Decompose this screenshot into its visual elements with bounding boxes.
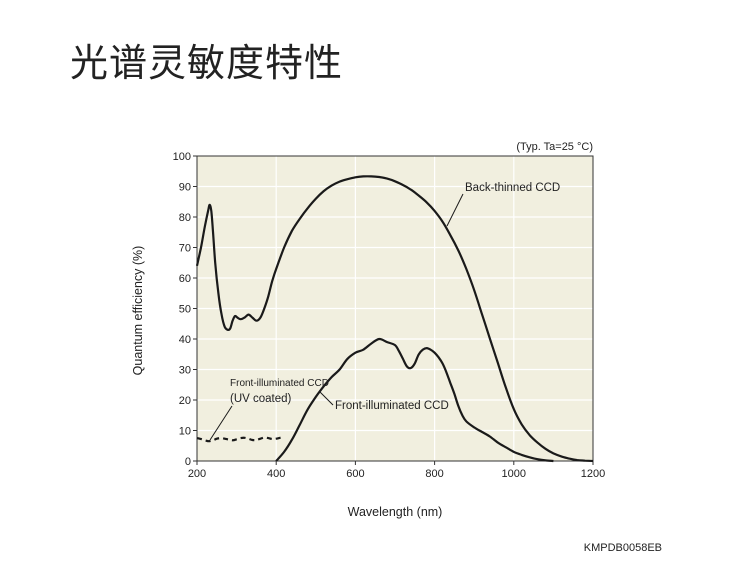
y-tick-label: 40	[179, 334, 191, 346]
tick-labels: 200 400 600 800 1000 1200 0 10 20 30 40 50 60 70 80 90 1…	[173, 151, 606, 480]
axes	[193, 155, 594, 465]
y-tick-label: 60	[179, 273, 191, 285]
page-title: 光谱灵敏度特性	[70, 41, 344, 85]
leader-back-thinned	[446, 193, 464, 227]
leader-front-illuminated	[319, 391, 334, 406]
y-tick-label: 90	[179, 182, 191, 194]
x-axis-label: Wavelength (nm)	[348, 505, 443, 519]
label-uv-coated-line2: (UV coated)	[230, 393, 292, 405]
y-tick-label: 80	[179, 212, 191, 224]
leader-uv-coated	[209, 405, 233, 441]
x-tick-label: 1200	[581, 468, 605, 480]
x-tick-label: 800	[425, 468, 443, 480]
y-axis-label: Quantum efficiency (%)	[131, 246, 145, 376]
x-tick-label: 200	[188, 468, 206, 480]
series-labels: Back-thinned CCD Front-illuminated CCD Fro…	[209, 182, 560, 441]
y-tick-label: 10	[179, 426, 191, 438]
label-front-illuminated-ccd: Front-illuminated CCD	[335, 400, 449, 412]
label-back-thinned-ccd: Back-thinned CCD	[465, 182, 560, 194]
series-line-front-illuminated-uv-coated	[196, 436, 285, 443]
x-tick-label: 400	[267, 468, 285, 480]
grid-lines	[197, 156, 593, 461]
y-tick-label: 70	[179, 243, 191, 255]
series-lines	[195, 175, 594, 463]
y-tick-label: 20	[179, 395, 191, 407]
conditions-annotation: (Typ. Ta=25 °C)	[516, 141, 593, 153]
y-tick-label: 50	[179, 304, 191, 316]
x-tick-label: 600	[346, 468, 364, 480]
series-line-back-thinned-ccd	[195, 175, 594, 463]
y-tick-label: 30	[179, 365, 191, 377]
document-code: KMPDB0058EB	[583, 542, 662, 554]
series-line-front-illuminated-ccd	[275, 337, 554, 463]
x-tick-label: 1000	[502, 468, 526, 480]
y-tick-label: 0	[185, 456, 191, 468]
label-uv-coated-line1: Front-illuminated CCD	[230, 378, 329, 389]
y-tick-label: 100	[173, 151, 191, 163]
